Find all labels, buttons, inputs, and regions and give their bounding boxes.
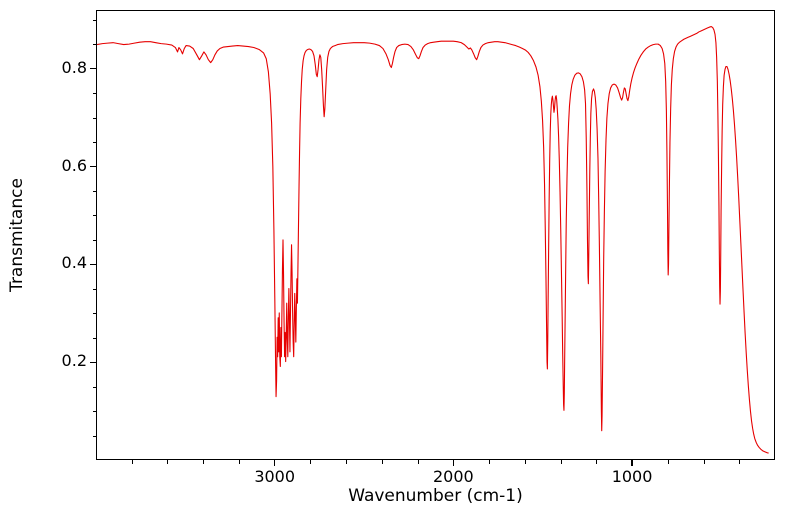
y-minor-tick bbox=[92, 142, 96, 144]
x-tick-label: 1000 bbox=[611, 467, 653, 486]
y-minor-tick bbox=[92, 215, 96, 217]
y-minor-tick bbox=[92, 337, 96, 339]
y-major-tick bbox=[90, 165, 96, 168]
y-major-tick bbox=[90, 263, 96, 265]
y-minor-tick bbox=[92, 44, 96, 46]
y-major-tick bbox=[90, 361, 96, 363]
y-minor-tick bbox=[92, 313, 96, 315]
x-minor-tick bbox=[560, 460, 562, 464]
x-minor-tick bbox=[131, 460, 133, 464]
y-minor-tick bbox=[92, 239, 96, 241]
x-minor-tick bbox=[667, 460, 669, 464]
y-minor-tick bbox=[92, 411, 96, 413]
x-minor-tick bbox=[381, 460, 383, 464]
x-minor-tick bbox=[524, 460, 526, 464]
x-minor-tick bbox=[739, 460, 741, 464]
spectrum-line bbox=[97, 26, 769, 454]
y-minor-tick bbox=[92, 288, 96, 290]
x-minor-tick bbox=[346, 460, 348, 464]
y-tick-label: 0.6 bbox=[61, 155, 87, 175]
x-minor-tick bbox=[489, 460, 491, 464]
x-tick-label: 3000 bbox=[254, 467, 296, 486]
x-tick-label: 2000 bbox=[433, 467, 474, 486]
x-axis-label: Wavenumber (cm-1) bbox=[348, 486, 523, 506]
plot-area bbox=[96, 10, 775, 460]
y-minor-tick bbox=[92, 190, 96, 192]
x-minor-tick bbox=[203, 460, 205, 464]
y-tick-label: 0.4 bbox=[61, 253, 87, 273]
x-minor-tick bbox=[703, 460, 705, 464]
y-major-tick bbox=[90, 68, 96, 70]
y-minor-tick bbox=[92, 19, 96, 21]
y-minor-tick bbox=[92, 117, 96, 119]
x-minor-tick bbox=[596, 460, 598, 464]
y-tick-label: 0.2 bbox=[61, 351, 87, 371]
x-minor-tick bbox=[238, 460, 240, 464]
x-minor-tick bbox=[310, 460, 312, 464]
x-major-tick bbox=[631, 460, 633, 466]
y-axis-label: Transmitance bbox=[7, 178, 27, 292]
x-major-tick bbox=[274, 460, 276, 466]
y-minor-tick bbox=[92, 386, 96, 388]
x-minor-tick bbox=[417, 460, 419, 464]
y-minor-tick bbox=[92, 435, 96, 437]
spectrum-svg bbox=[97, 26, 769, 454]
y-tick-label: 0.8 bbox=[61, 57, 87, 77]
y-minor-tick bbox=[92, 93, 96, 95]
x-major-tick bbox=[452, 460, 454, 466]
x-minor-tick bbox=[167, 460, 169, 464]
